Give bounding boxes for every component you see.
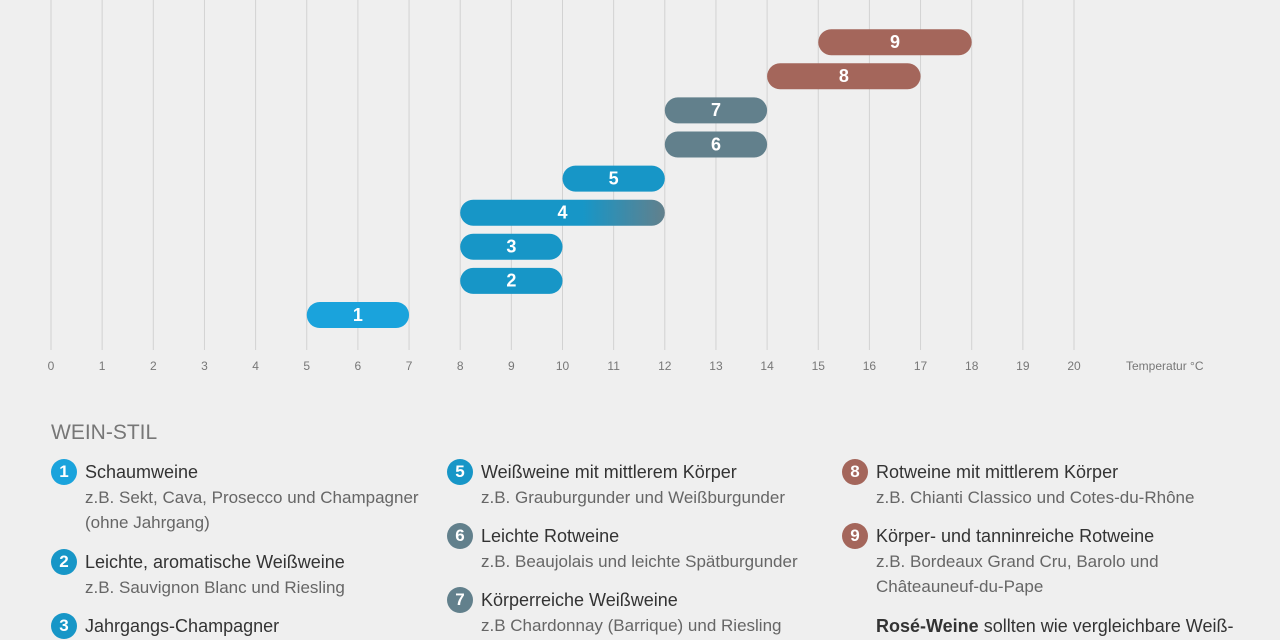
bar [767, 63, 921, 90]
bar-label: 6 [711, 134, 721, 154]
legend-item-desc: z.B. Chianti Classico und Cotes-du-Rhône [876, 488, 1195, 507]
bar [818, 29, 972, 56]
legend-item-title: Leichte, aromatische Weißweine [85, 552, 345, 572]
x-tick-label: 19 [1016, 359, 1030, 373]
legend-item-desc: z.B. Beaujolais und leichte Spätburgunde… [481, 552, 798, 571]
x-tick-label: 0 [48, 359, 55, 373]
note-text: sollten wie vergleichbare Weiß- [978, 616, 1234, 636]
legend-item-desc: z.B. Bordeaux Grand Cru, Barolo und [876, 552, 1159, 571]
bar-label: 2 [506, 271, 516, 291]
x-tick-label: 20 [1067, 359, 1081, 373]
legend-item: 3 Jahrgangs-Champagner [51, 613, 441, 639]
legend-item-desc: z.B. Sauvignon Blanc und Riesling [85, 578, 345, 597]
bar-label: 5 [609, 168, 619, 188]
x-tick-label: 1 [99, 359, 106, 373]
bar-label: 8 [839, 66, 849, 86]
x-tick-label: 12 [658, 359, 672, 373]
legend-item-desc: z.B. Sekt, Cava, Prosecco und Champagner [85, 488, 419, 507]
x-tick-label: 10 [556, 359, 570, 373]
legend-item-title: Leichte Rotweine [481, 526, 620, 546]
x-tick-label: 11 [607, 359, 620, 373]
x-tick-label: 15 [812, 359, 826, 373]
legend-item: 8 Rotweine mit mittlerem Körper z.B. Chian… [842, 459, 1232, 510]
x-tick-label: 8 [457, 359, 464, 373]
bar [460, 233, 563, 260]
legend-item-title: Schaumweine [85, 462, 199, 482]
legend-item-title: Jahrgangs-Champagner [85, 616, 280, 636]
legend-number: 1 [51, 459, 77, 485]
x-tick-label: 3 [201, 359, 208, 373]
bar [460, 267, 563, 294]
legend-item: 1 Schaumweine z.B. Sekt, Cava, Prosecco un… [51, 459, 441, 535]
legend-item-desc: (ohne Jahrgang) [85, 513, 210, 532]
bar-label: 1 [353, 305, 363, 325]
legend-number: 9 [842, 523, 868, 549]
x-axis-label: Temperatur °C [1126, 359, 1204, 373]
bar-label: 7 [711, 100, 721, 120]
x-tick-label: 16 [863, 359, 877, 373]
bar-label: 9 [890, 32, 900, 52]
bar [664, 131, 768, 158]
legend-item: 7 Körperreiche Weißweine z.B Chardonnay (B… [447, 587, 837, 638]
legend-number: 5 [447, 459, 473, 485]
bar [664, 97, 768, 124]
legend-item-desc: Châteauneuf-du-Pape [876, 577, 1044, 596]
legend-item: 2 Leichte, aromatische Weißweine z.B. Sauv… [51, 549, 441, 600]
legend-item-desc: z.B. Grauburgunder und Weißburgunder [481, 488, 785, 507]
x-tick-label: 4 [252, 359, 259, 373]
legend-item: 6 Leichte Rotweine z.B. Beaujolais und lei… [447, 523, 837, 574]
bar [306, 302, 410, 328]
legend-number: 8 [842, 459, 868, 485]
legend-number: 6 [447, 523, 473, 549]
x-tick-label: 17 [914, 359, 928, 373]
x-tick-label: 13 [709, 359, 723, 373]
x-tick-label: 6 [355, 359, 362, 373]
legend-number: 3 [51, 613, 77, 639]
x-tick-label: 14 [760, 359, 774, 373]
x-tick-label: 2 [150, 359, 157, 373]
bar [562, 165, 665, 192]
legend-item-title: Körper- und tanninreiche Rotweine [876, 526, 1155, 546]
legend-number: 7 [447, 587, 473, 613]
bar-label: 4 [557, 202, 567, 222]
legend-item-title: Rotweine mit mittlerem Körper [876, 462, 1119, 482]
note-bold: Rosé-Weine [876, 616, 979, 636]
note: Rosé-Weine sollten wie vergleichbare Wei… [876, 613, 1233, 639]
x-tick-label: 9 [508, 359, 515, 373]
legend-item-title: Körperreiche Weißweine [481, 590, 678, 610]
legend-number: 2 [51, 549, 77, 575]
legend-title: WEIN-STIL [51, 421, 158, 444]
legend-item-title: Weißweine mit mittlerem Körper [481, 462, 737, 482]
bar [460, 199, 665, 226]
x-tick-label: 18 [965, 359, 979, 373]
bar-label: 3 [506, 237, 516, 257]
x-tick-label: 7 [406, 359, 413, 373]
legend-item: 9 Körper- und tanninreiche Rotweine z.B. B… [842, 523, 1232, 599]
x-tick-label: 5 [303, 359, 310, 373]
legend-item: 5 Weißweine mit mittlerem Körper z.B. Grau… [447, 459, 837, 510]
chart: Temperatur °C 0 1 2 3 4 5 6 7 8 9 10 11 12 13 14 15 16 17… [48, 0, 1204, 373]
legend-item-desc: z.B Chardonnay (Barrique) und Riesling [481, 616, 782, 635]
